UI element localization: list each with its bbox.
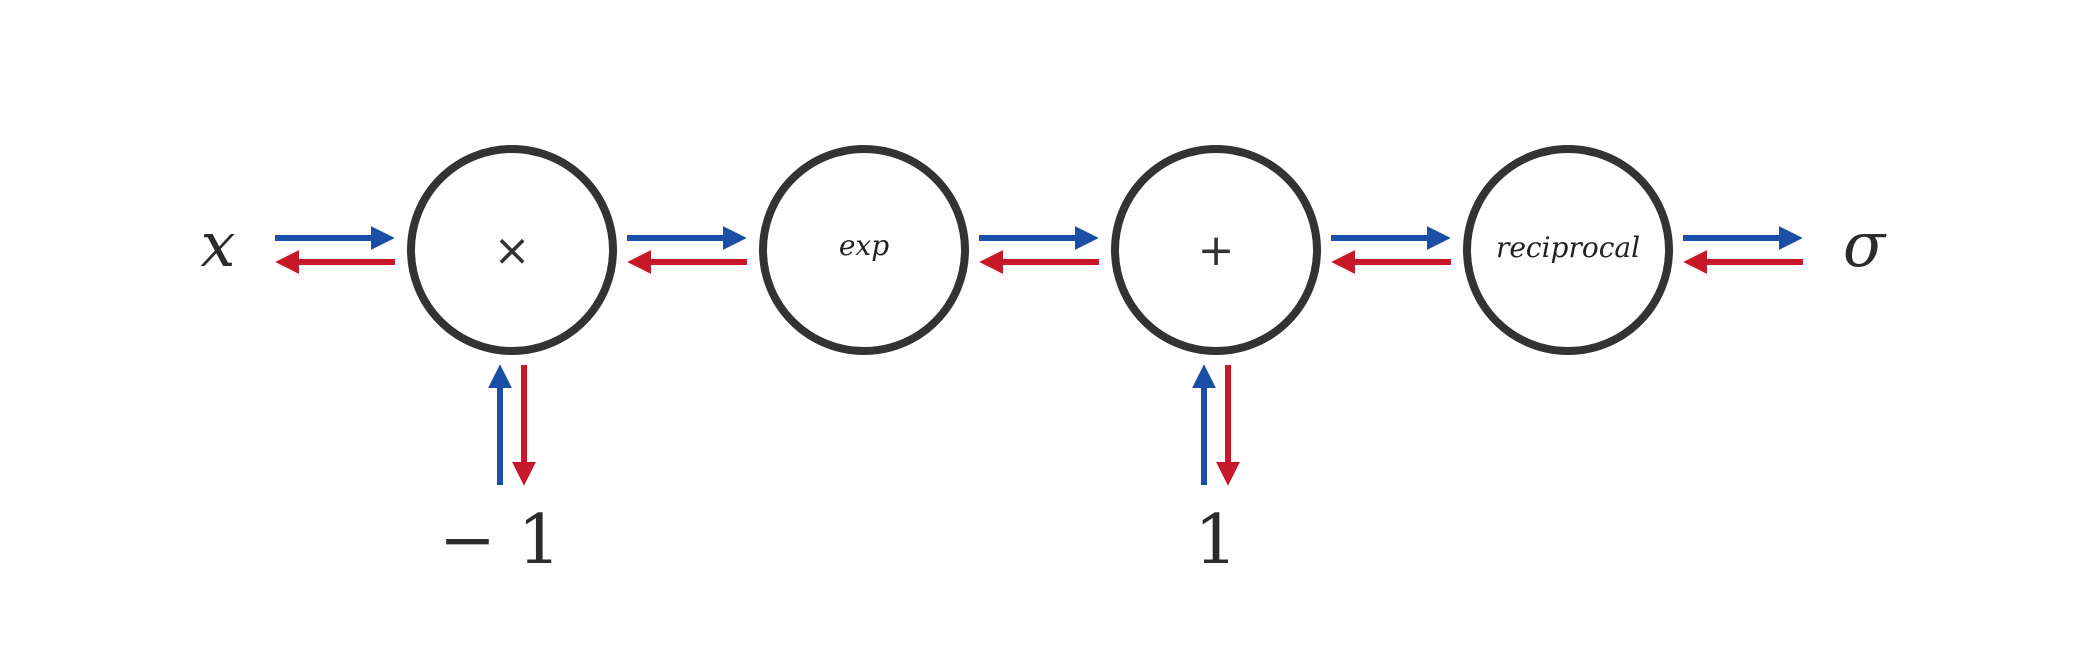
multiply-node: ×	[407, 145, 617, 355]
reciprocal-node: reciprocal	[1463, 145, 1673, 355]
constant-1-label: 1	[1194, 501, 1237, 580]
output-sigma-label: σ	[1843, 208, 1887, 281]
add-node: +	[1111, 145, 1321, 355]
add-node-label: +	[1198, 225, 1235, 276]
reciprocal-node-label: reciprocal	[1496, 231, 1640, 264]
exp-node-label: exp	[839, 229, 889, 262]
constant-neg1-label: − 1	[439, 501, 561, 580]
exp-node: exp	[759, 145, 969, 355]
input-x-label: x	[201, 208, 236, 281]
multiply-node-label: ×	[494, 225, 531, 276]
